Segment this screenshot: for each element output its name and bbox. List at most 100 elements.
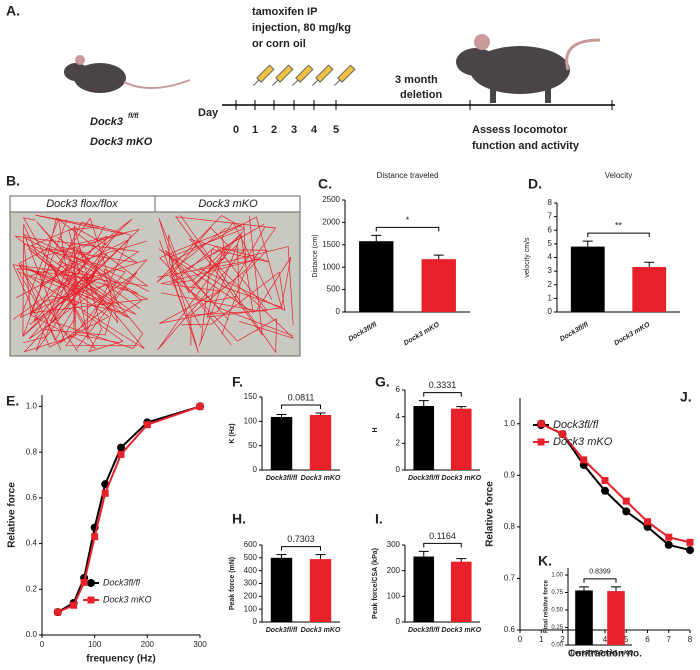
panel-label: A. — [6, 3, 20, 19]
panel-label: C. — [318, 176, 332, 192]
x-tick-label: Dock3 mKO — [301, 627, 341, 634]
x-tick-label: Dock3 mKO — [599, 651, 633, 657]
x-tick-label: Dock3 mKO — [441, 475, 481, 482]
y-tick-label: 1.0 — [26, 402, 38, 411]
tracks — [12, 214, 294, 354]
track — [19, 217, 141, 319]
error-bar — [315, 554, 326, 560]
x-tick-label: 200 — [141, 640, 155, 649]
panel-label: H. — [232, 511, 246, 527]
significance-label: 0.1164 — [429, 531, 456, 541]
syringe-needle — [333, 79, 341, 87]
panel-label: I. — [375, 511, 383, 527]
syringe-body — [337, 64, 356, 83]
significance-bracket — [281, 404, 321, 410]
arena-title: Dock3 mKO — [198, 198, 258, 210]
x-tick-label: Dock3fl/fl — [408, 475, 441, 482]
y-tick-label: 6 — [548, 225, 553, 234]
y-tick-label: 300 — [244, 579, 258, 588]
y-tick-label: 7 — [548, 212, 553, 221]
bar — [309, 415, 332, 470]
x-tick-label: Dock3fl/fl — [408, 627, 441, 634]
bar — [309, 559, 332, 622]
y-tick-label: 0.9 — [504, 470, 516, 479]
y-tick-label: 600 — [244, 540, 258, 549]
y-tick-label: 2000 — [322, 218, 340, 227]
bar — [607, 591, 625, 645]
track — [12, 214, 124, 320]
y-tick-label: 100 — [244, 416, 258, 425]
y-axis-label: Relative force — [7, 482, 18, 548]
y-axis-label: H — [372, 427, 379, 432]
x-tick-label: 0 — [518, 635, 523, 644]
track — [156, 226, 266, 324]
y-tick-label: 0.2 — [26, 584, 38, 593]
significance-bracket — [423, 542, 462, 548]
y-tick-label: 0.00 — [551, 643, 563, 649]
x-tick-label: 100 — [88, 640, 102, 649]
point — [686, 538, 694, 546]
point — [664, 540, 673, 549]
x-tick-label: Dock3 mKO — [613, 321, 651, 347]
track — [158, 218, 244, 353]
y-tick-label: 0 — [396, 465, 401, 474]
significance-label: 0.0811 — [288, 392, 315, 402]
point — [622, 507, 631, 516]
y-axis-label: K (Hz) — [229, 423, 236, 443]
day-number: 0 — [233, 124, 239, 136]
point — [601, 476, 609, 484]
chart-title: Distance traveled — [377, 171, 439, 180]
track — [206, 249, 283, 335]
x-tick-label: Dock3 mKO — [441, 627, 481, 634]
significance-label: ** — [615, 221, 623, 231]
point — [537, 420, 545, 428]
y-tick-label: 0 — [253, 617, 258, 626]
track — [18, 226, 138, 351]
error-bar — [433, 254, 444, 260]
panel-label: G. — [375, 374, 390, 390]
group-label: Dock3 — [90, 116, 123, 128]
group-label-sup: fl/fl — [128, 113, 140, 120]
point — [54, 608, 62, 616]
significance-bracket — [281, 546, 321, 551]
day-number: 4 — [311, 124, 318, 136]
series-line — [57, 405, 201, 614]
y-tick-label: 4 — [548, 253, 553, 262]
treatment: injection, 80 mg/kg — [252, 22, 351, 34]
point — [665, 533, 673, 541]
assess: function and activity — [472, 140, 580, 152]
x-tick-label: 8 — [688, 635, 693, 644]
y-tick-label: 0.6 — [26, 493, 38, 502]
y-tick-label: 0 — [336, 307, 341, 316]
error-bar — [456, 558, 467, 562]
y-tick-label: 3 — [548, 266, 553, 275]
track — [23, 233, 129, 343]
group-label: Dock3 mKO — [90, 136, 153, 148]
point — [196, 402, 204, 410]
y-axis-label: Peak force (mN) — [229, 557, 236, 610]
panel-label: B. — [6, 173, 20, 189]
significance-label: * — [406, 215, 410, 225]
x-tick-label: Dock3 mKO — [301, 475, 341, 482]
error-bar — [456, 406, 467, 409]
significance-label: 0.7303 — [287, 534, 315, 544]
bar — [359, 241, 394, 312]
bar — [413, 556, 435, 622]
bar — [450, 408, 472, 470]
x-tick-label: 2 — [560, 635, 565, 644]
significance-bracket — [423, 392, 462, 397]
y-tick-label: 0.50 — [551, 608, 563, 614]
bar — [575, 590, 593, 645]
panel-label: E. — [6, 393, 19, 409]
syringe-body — [295, 64, 314, 83]
point — [622, 497, 630, 505]
significance-bracket — [583, 578, 617, 583]
day-number: 5 — [333, 124, 339, 136]
point — [70, 601, 78, 609]
syringe-body — [275, 64, 294, 83]
y-tick-label: 0 — [253, 465, 258, 474]
point — [559, 430, 566, 438]
y-tick-label: 300 — [387, 540, 401, 549]
y-tick-label: 100 — [244, 604, 258, 613]
panel-label: F. — [232, 374, 243, 390]
